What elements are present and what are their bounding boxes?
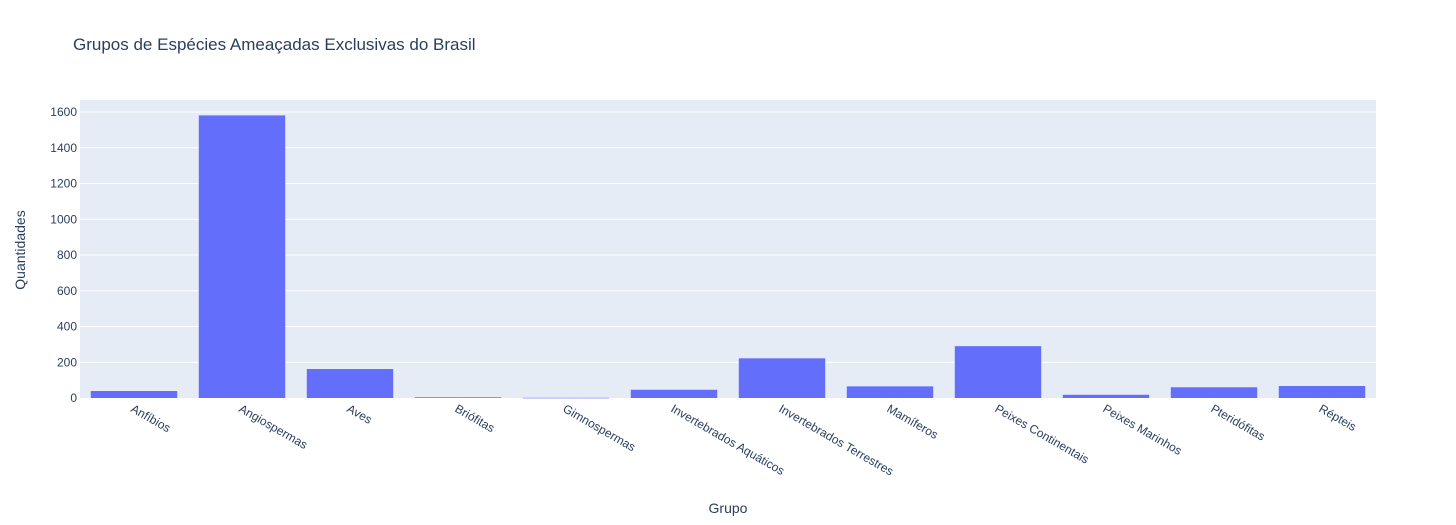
bar[interactable] bbox=[846, 386, 934, 398]
chart-title: Grupos de Espécies Ameaçadas Exclusivas … bbox=[73, 35, 476, 54]
x-tick-label: Angiospermas bbox=[237, 401, 310, 451]
x-axis-ticks: Anfíbios Angiospermas Aves Briófitas Gimnosp… bbox=[129, 401, 1359, 478]
y-tick-label: 800 bbox=[57, 248, 77, 262]
bar[interactable] bbox=[414, 397, 502, 398]
y-axis-title: Quantidades bbox=[12, 210, 28, 289]
x-tick-label: Invertebrados Aquáticos bbox=[669, 401, 788, 477]
x-tick-label: Peixes Marinhos bbox=[1101, 401, 1185, 457]
bar[interactable] bbox=[1170, 387, 1258, 398]
plot-area bbox=[80, 100, 1376, 398]
y-tick-label: 400 bbox=[57, 320, 77, 334]
y-tick-label: 200 bbox=[57, 355, 77, 369]
bar[interactable] bbox=[522, 397, 610, 399]
x-tick-label: Gimnospermas bbox=[561, 401, 638, 454]
bar[interactable] bbox=[954, 346, 1042, 398]
x-tick-label: Anfíbios bbox=[129, 401, 174, 435]
bar[interactable] bbox=[738, 358, 826, 398]
y-tick-label: 600 bbox=[57, 284, 77, 298]
x-tick-label: Briófitas bbox=[453, 401, 498, 435]
y-axis-ticks: 0 200 400 600 800 1000 1200 1400 1600 bbox=[50, 105, 77, 405]
y-tick-label: 1400 bbox=[50, 141, 77, 155]
x-tick-label: Répteis bbox=[1317, 401, 1359, 433]
gridlines bbox=[80, 111, 1376, 363]
bars bbox=[90, 115, 1366, 399]
bar[interactable] bbox=[1062, 394, 1150, 398]
bar[interactable] bbox=[90, 391, 178, 398]
y-tick-label: 1600 bbox=[50, 105, 77, 119]
x-tick-label: Aves bbox=[345, 401, 375, 426]
x-tick-label: Invertebrados Terrestres bbox=[777, 401, 896, 478]
bar[interactable] bbox=[306, 369, 394, 398]
bar[interactable] bbox=[1278, 386, 1366, 398]
x-axis-title: Grupo bbox=[709, 500, 748, 516]
x-tick-label: Peixes Continentais bbox=[993, 401, 1092, 466]
bar[interactable] bbox=[198, 115, 286, 399]
x-tick-label: Pteridófitas bbox=[1209, 401, 1268, 443]
y-tick-label: 1000 bbox=[50, 212, 77, 226]
bar[interactable] bbox=[630, 389, 718, 398]
y-tick-label: 0 bbox=[70, 391, 77, 405]
y-tick-label: 1200 bbox=[50, 177, 77, 191]
x-tick-label: Mamíferos bbox=[885, 401, 941, 441]
